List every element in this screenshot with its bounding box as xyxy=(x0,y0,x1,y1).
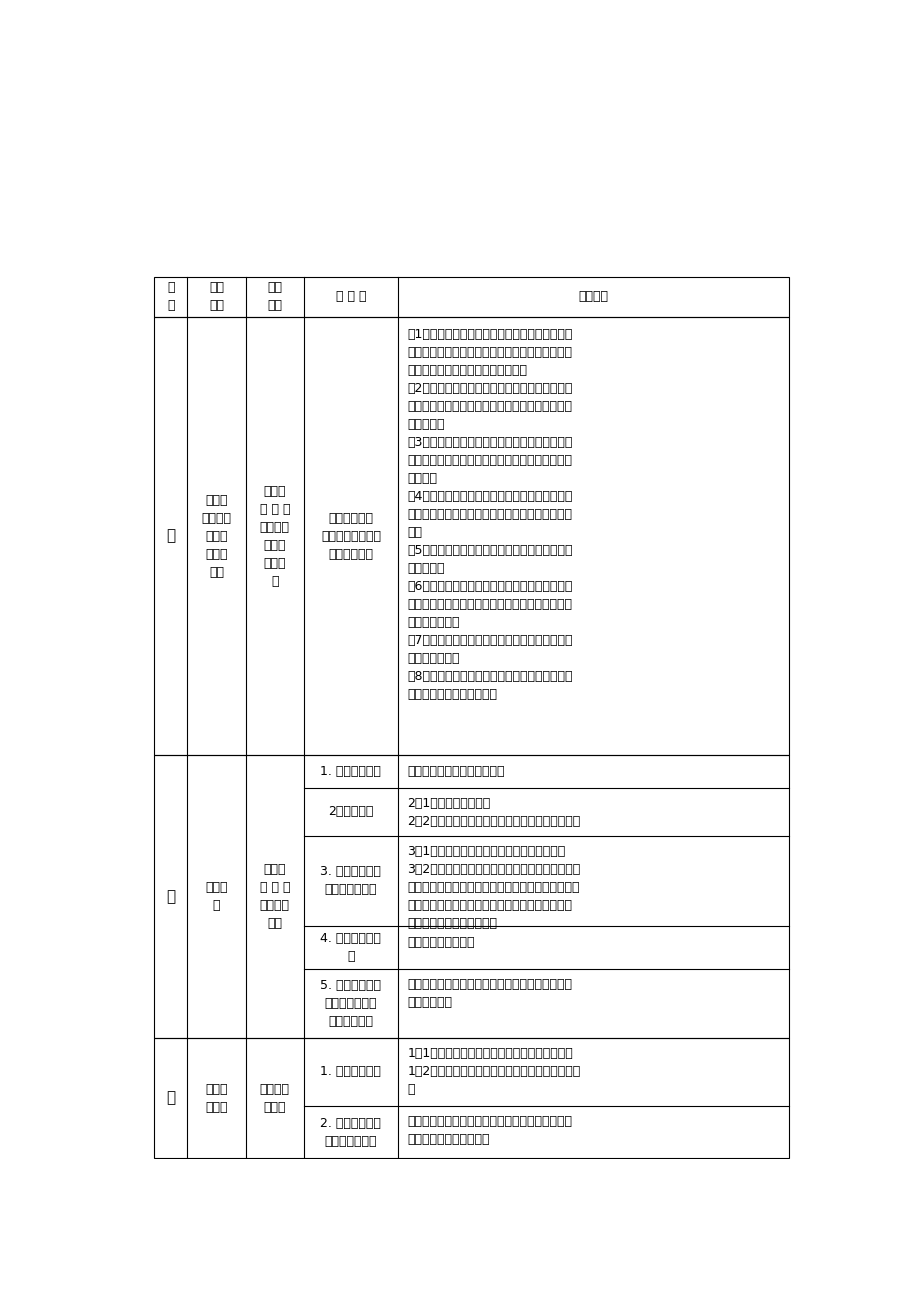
Text: 工作负责人和工作许可人一起确认安全措施正确、
完善后方可办理许可手续: 工作负责人和工作许可人一起确认安全措施正确、 完善后方可办理许可手续 xyxy=(407,1115,572,1146)
Bar xyxy=(154,1038,788,1159)
Text: 作业机具不合
格、准备不到位、
不按规定搬运: 作业机具不合 格、准备不到位、 不按规定搬运 xyxy=(321,512,380,561)
Text: 交通运
输: 交通运 输 xyxy=(205,881,227,913)
Text: 三: 三 xyxy=(166,889,176,905)
Text: （1）搬运较大或笨重器材时，不得直接用肩扛，
应使用绳索和抬杠抬运。需要多人抬运的物件，须
有专人指挥，统一信号，步调一致。
（2）雨雪天运输器材时应注意防滑，: （1）搬运较大或笨重器材时，不得直接用肩扛， 应使用绳索和抬杠抬运。需要多人抬运… xyxy=(407,328,572,702)
Text: 严格驾驶员准驾车辆资格审查: 严格驾驶员准驾车辆资格审查 xyxy=(407,764,505,777)
Text: 序
号: 序 号 xyxy=(166,281,175,312)
Text: 3. 车辆超载、超
高、超宽、超速: 3. 车辆超载、超 高、超宽、超速 xyxy=(320,866,381,897)
Text: 四: 四 xyxy=(166,1091,176,1105)
Text: 2．病车上路: 2．病车上路 xyxy=(328,805,373,818)
Text: 5. 疲劳驾驶、酒
后驾驶、服用违
禁药物后驾驶: 5. 疲劳驾驶、酒 后驾驶、服用违 禁药物后驾驶 xyxy=(320,979,381,1027)
Text: 1. 工作票不合格: 1. 工作票不合格 xyxy=(320,1065,381,1078)
Text: 2. 现场安全措施
不完善、不正确: 2. 现场安全措施 不完善、不正确 xyxy=(320,1117,381,1147)
Text: 伤害
类型: 伤害 类型 xyxy=(267,281,282,312)
Text: 二: 二 xyxy=(166,529,176,543)
Text: 直接：
人 身 伤
害、设备
损坏: 直接： 人 身 伤 害、设备 损坏 xyxy=(259,863,289,931)
Text: 1．1工作票签发人、工作负责人认真填写工作票
1．2工作票签发人和工作许可人要对工作票认真审
核: 1．1工作票签发人、工作负责人认真填写工作票 1．2工作票签发人和工作许可人要对… xyxy=(407,1047,580,1096)
Text: 1. 无证驾驶车辆: 1. 无证驾驶车辆 xyxy=(320,766,381,779)
Text: 3．1超高、超宽车辆进入变电站应有专人引导
3．2装运设备、线盘、材料等容易滚（滑）动的物
件，必须绑扎牢固，防止前后左右滚动。装运超长、
超高物资，一律要有明: 3．1超高、超宽车辆进入变电站应有专人引导 3．2装运设备、线盘、材料等容易滚（… xyxy=(407,845,580,930)
Text: 采取适当的防振措施: 采取适当的防振措施 xyxy=(407,936,474,949)
Text: 2．1严禁车辆带病上路
2．2高温季节应重点检查轮胎温度、气压是否正常: 2．1严禁车辆带病上路 2．2高温季节应重点检查轮胎温度、气压是否正常 xyxy=(407,797,580,828)
Text: 安全措
施确认: 安全措 施确认 xyxy=(205,1083,227,1113)
Bar xyxy=(154,755,788,1038)
Text: 控制措施: 控制措施 xyxy=(578,290,607,303)
Text: 危 险 源: 危 险 源 xyxy=(335,290,366,303)
Bar xyxy=(154,316,788,755)
Bar xyxy=(154,276,788,316)
Text: 间接：人
身伤害: 间接：人 身伤害 xyxy=(259,1083,289,1113)
Text: 工作
项目: 工作 项目 xyxy=(209,281,223,312)
Text: 直接：
机 械 伤
害、火灾
间接：
设备损
坏: 直接： 机 械 伤 害、火灾 间接： 设备损 坏 xyxy=(259,484,289,587)
Text: 4. 防振动措施不
当: 4. 防振动措施不 当 xyxy=(320,932,381,963)
Text: 严禁驾驶员疲劳驾驶、酒后驾驶和服用违禁药物后
驾驶任何车辆: 严禁驾驶员疲劳驾驶、酒后驾驶和服用违禁药物后 驾驶任何车辆 xyxy=(407,978,572,1009)
Text: 作业机
具、安全
工器具
和材料
准备: 作业机 具、安全 工器具 和材料 准备 xyxy=(201,493,232,578)
